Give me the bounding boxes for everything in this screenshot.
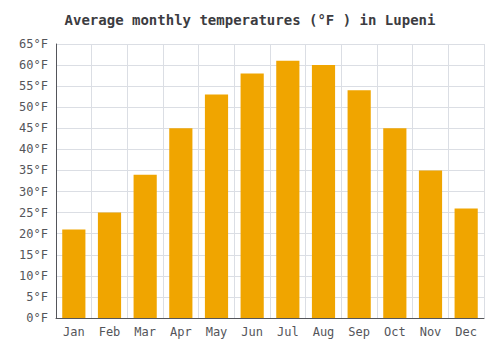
svg-text:Average monthly temperatures (: Average monthly temperatures (°F ) in Lu… xyxy=(65,12,436,28)
svg-text:Jan: Jan xyxy=(63,325,85,339)
svg-text:Jun: Jun xyxy=(241,325,263,339)
svg-text:30°F: 30°F xyxy=(19,185,48,199)
svg-text:May: May xyxy=(206,325,228,339)
svg-text:55°F: 55°F xyxy=(19,79,48,93)
svg-text:45°F: 45°F xyxy=(19,121,48,135)
svg-text:10°F: 10°F xyxy=(19,269,48,283)
svg-text:0°F: 0°F xyxy=(26,311,48,325)
svg-text:15°F: 15°F xyxy=(19,248,48,262)
svg-text:Aug: Aug xyxy=(313,325,335,339)
svg-text:60°F: 60°F xyxy=(19,58,48,72)
svg-text:35°F: 35°F xyxy=(19,163,48,177)
svg-text:40°F: 40°F xyxy=(19,142,48,156)
svg-text:25°F: 25°F xyxy=(19,206,48,220)
svg-text:Nov: Nov xyxy=(420,325,442,339)
svg-text:65°F: 65°F xyxy=(19,37,48,51)
svg-text:Apr: Apr xyxy=(170,325,192,339)
svg-text:Dec: Dec xyxy=(455,325,477,339)
svg-text:Feb: Feb xyxy=(99,325,121,339)
svg-text:Oct: Oct xyxy=(384,325,406,339)
svg-text:20°F: 20°F xyxy=(19,227,48,241)
svg-text:Jul: Jul xyxy=(277,325,299,339)
svg-text:Mar: Mar xyxy=(134,325,156,339)
svg-text:5°F: 5°F xyxy=(26,290,48,304)
svg-text:Sep: Sep xyxy=(348,325,370,339)
svg-text:50°F: 50°F xyxy=(19,100,48,114)
